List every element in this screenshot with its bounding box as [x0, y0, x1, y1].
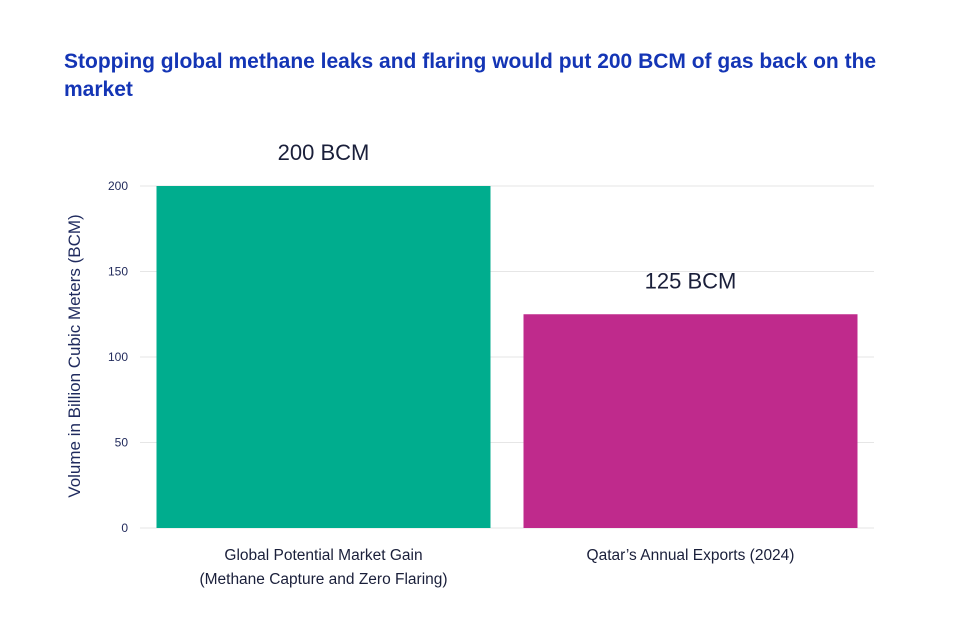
category-label-line: Qatar’s Annual Exports (2024) — [587, 547, 795, 564]
category-label-line: (Methane Capture and Zero Flaring) — [199, 571, 447, 588]
y-tick-label-0: 0 — [121, 521, 128, 535]
chart-title: Stopping global methane leaks and flarin… — [64, 50, 877, 101]
data-label-2: 125 BCM — [645, 268, 737, 293]
y-tick-label-200: 200 — [108, 179, 128, 193]
bar-1 — [156, 186, 491, 528]
y-axis-label: Volume in Billion Cubic Meters (BCM) — [65, 214, 84, 497]
category-labels: Global Potential Market Gain (Methane Cap… — [199, 547, 794, 588]
category-label-line: Global Potential Market Gain — [224, 547, 422, 564]
category-label-2: Qatar’s Annual Exports (2024) — [587, 547, 795, 564]
bar-2 — [523, 314, 858, 528]
bars — [156, 186, 858, 528]
category-label-1: Global Potential Market Gain (Methane Cap… — [199, 547, 447, 588]
data-label-1: 200 BCM — [278, 140, 370, 165]
y-tick-label-50: 50 — [115, 436, 129, 450]
data-labels: 200 BCM 125 BCM — [278, 140, 737, 293]
y-tick-label-100: 100 — [108, 350, 128, 364]
y-tick-label-150: 150 — [108, 265, 128, 279]
y-axis-ticks: 0 50 100 150 200 — [108, 179, 128, 535]
